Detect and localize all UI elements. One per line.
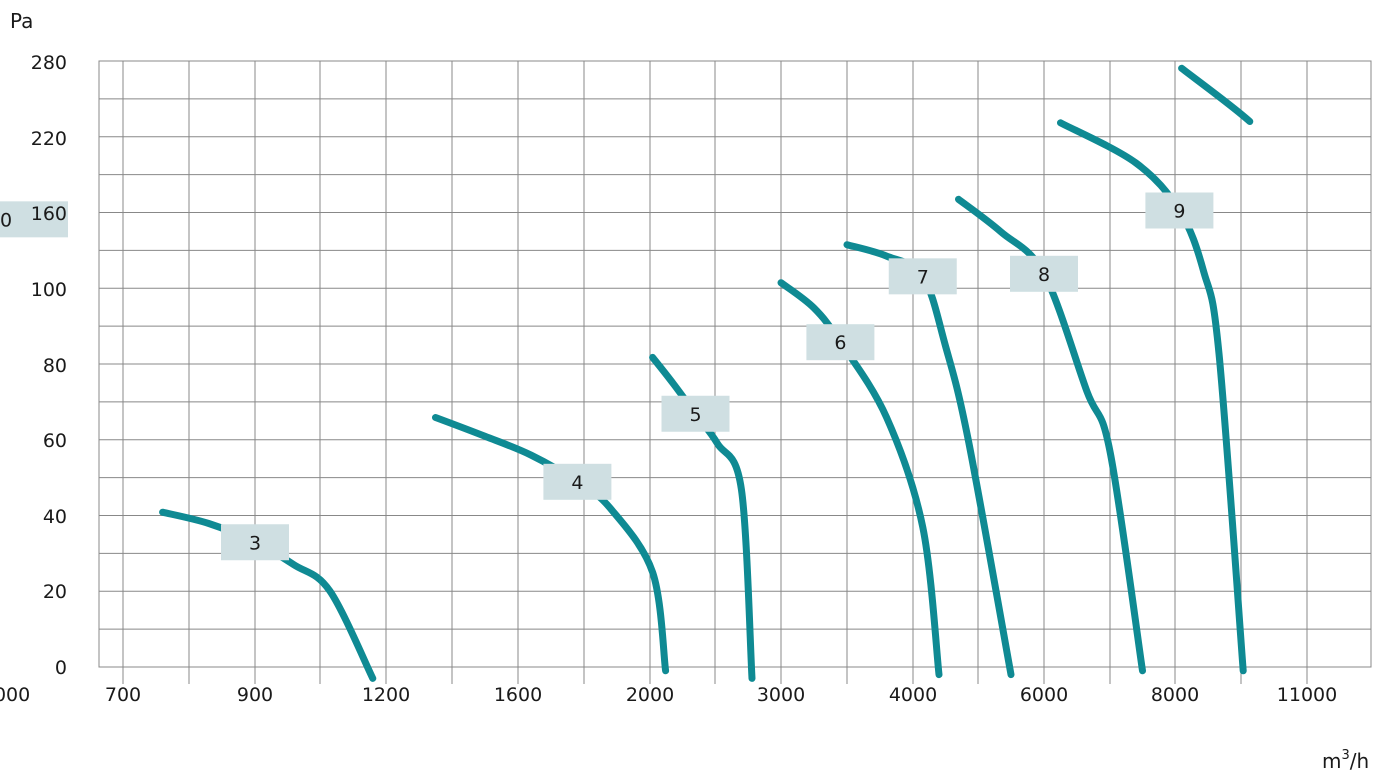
curve-7 — [843, 241, 1015, 679]
label-text: 3 — [249, 532, 261, 554]
curve-5 — [649, 353, 756, 682]
label-box — [221, 524, 289, 561]
curve-label-6: 6 — [806, 324, 875, 361]
label-box — [806, 324, 875, 361]
curve-label-7: 7 — [888, 258, 957, 295]
x-tick-label: 4000 — [889, 684, 937, 706]
y-tick-label: 220 — [31, 128, 67, 150]
x-tick-label: 1600 — [494, 684, 542, 706]
y-tick-label: 20 — [43, 581, 67, 603]
label-text: 5 — [689, 404, 701, 426]
axes: 7009001200160020003000400060008000110001… — [0, 52, 1337, 706]
x-unit-superscript: 3 — [1341, 748, 1349, 763]
curve-label-3: 3 — [221, 524, 289, 561]
x-axis-unit: m3/h — [1322, 748, 1369, 772]
x-tick-label: 6000 — [1020, 684, 1068, 706]
curve-8 — [955, 195, 1146, 675]
label-text: 8 — [1038, 264, 1050, 286]
x-tick-label: 8000 — [1151, 684, 1199, 706]
x-tick-label: 700 — [105, 684, 141, 706]
label-text: 7 — [917, 266, 929, 288]
grid — [98, 60, 1372, 684]
plot-frame — [98, 60, 1372, 668]
label-box — [1145, 192, 1214, 229]
curve-label-10: 10 — [0, 201, 68, 238]
label-box — [661, 395, 730, 432]
curve-labels: 3 4 5 6 7 8 9 10 — [0, 192, 1214, 561]
label-text: 6 — [834, 332, 846, 354]
x-tick-label: 11000 — [1277, 684, 1337, 706]
label-box — [888, 258, 957, 295]
x-tick-label: 1200 — [362, 684, 410, 706]
x-tick-label: 2000 — [626, 684, 674, 706]
x-unit-tail: /h — [1350, 749, 1369, 772]
y-tick-label: 280 — [31, 52, 67, 74]
curve-9 — [1057, 119, 1247, 675]
y-tick-label: 60 — [43, 430, 67, 452]
x-tick-label: 13000 — [0, 684, 30, 706]
label-text: 4 — [571, 472, 583, 494]
y-tick-label: 100 — [31, 279, 67, 301]
label-box — [0, 201, 68, 238]
label-text: 9 — [1173, 201, 1185, 223]
curve-10 — [1178, 64, 1254, 125]
x-tick-label: 900 — [237, 684, 273, 706]
curves — [159, 64, 1254, 682]
label-text: 10 — [0, 209, 12, 231]
y-tick-label: 80 — [43, 355, 67, 377]
curve-4 — [432, 414, 670, 675]
curve-label-5: 5 — [661, 395, 730, 432]
y-tick-label: 160 — [31, 203, 67, 225]
y-tick-label: 0 — [55, 657, 67, 679]
y-axis-unit: Pa — [10, 9, 33, 33]
label-box — [543, 463, 612, 500]
y-tick-label: 40 — [43, 506, 67, 528]
curve-label-8: 8 — [1010, 255, 1078, 292]
label-box — [1010, 255, 1078, 292]
curve-label-9: 9 — [1145, 192, 1214, 229]
x-tick-label: 3000 — [757, 684, 805, 706]
curve-label-4: 4 — [543, 463, 612, 500]
x-unit-base: m — [1322, 749, 1341, 772]
curve-6 — [777, 279, 943, 679]
